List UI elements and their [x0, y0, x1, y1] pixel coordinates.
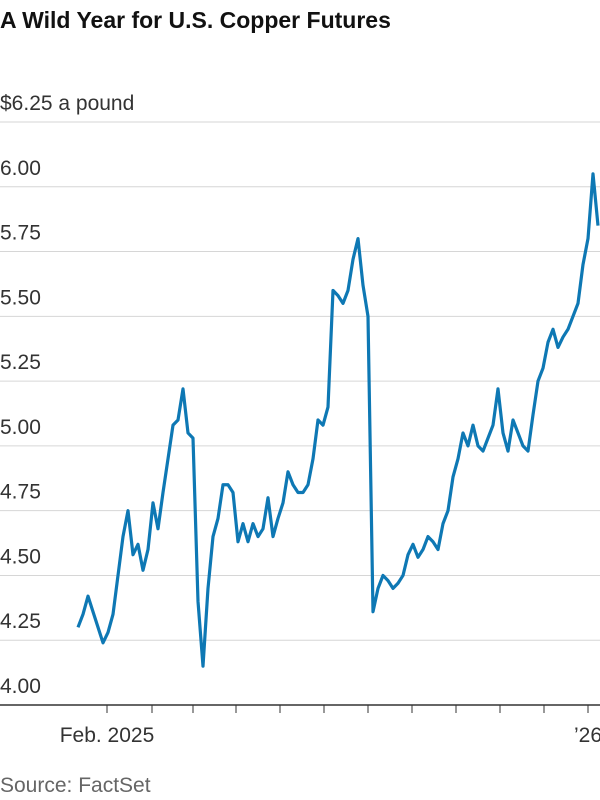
- y-tick-label: 5.25: [0, 351, 41, 374]
- x-tick-label: ’26: [574, 724, 600, 747]
- y-tick-label: 6.00: [0, 157, 41, 180]
- y-tick-label: 5.00: [0, 416, 41, 439]
- y-tick-label: 4.50: [0, 545, 41, 568]
- y-tick-label: $6.25 a pound: [0, 92, 134, 115]
- y-tick-label: 5.50: [0, 286, 41, 309]
- chart-title: A Wild Year for U.S. Copper Futures: [0, 7, 391, 33]
- source: Source: FactSet: [0, 774, 151, 797]
- y-tick-label: 4.25: [0, 610, 41, 633]
- y-tick-label: 4.75: [0, 481, 41, 504]
- price-line: [76, 172, 600, 668]
- x-tick-label: Feb. 2025: [60, 724, 155, 747]
- y-tick-label: 4.00: [0, 675, 41, 698]
- y-tick-label: 5.75: [0, 222, 41, 245]
